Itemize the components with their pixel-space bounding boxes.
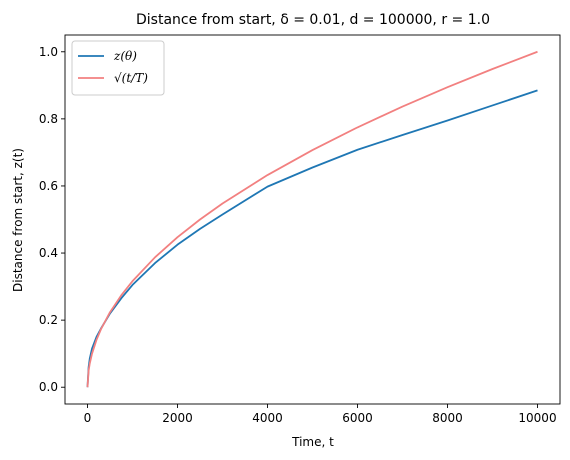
y-tick-label: 0.6 bbox=[39, 179, 58, 193]
x-axis-label: Time, t bbox=[291, 435, 334, 449]
x-tick-label: 2000 bbox=[162, 411, 193, 425]
y-axis-label: Distance from start, z(t) bbox=[11, 148, 25, 292]
chart-title: Distance from start, δ = 0.01, d = 10000… bbox=[136, 12, 490, 28]
x-tick-label: 0 bbox=[84, 411, 92, 425]
series-line-0 bbox=[86, 89, 538, 388]
legend-label-0: z(θ) bbox=[113, 49, 137, 63]
x-tick-label: 8000 bbox=[432, 411, 463, 425]
x-tick-label: 6000 bbox=[342, 411, 373, 425]
legend-label-1: √(t/T) bbox=[114, 71, 148, 85]
y-tick-label: 0.2 bbox=[39, 313, 58, 327]
x-tick-label: 4000 bbox=[252, 411, 283, 425]
x-tick-label: 10000 bbox=[518, 411, 556, 425]
y-axis-ticks: 0.0 0.2 0.4 0.6 0.8 1.0 bbox=[39, 45, 65, 394]
y-tick-label: 0.0 bbox=[39, 380, 58, 394]
legend: z(θ) √(t/T) bbox=[71, 40, 165, 96]
legend-box bbox=[71, 40, 165, 96]
y-tick-label: 0.4 bbox=[39, 246, 58, 260]
plot-frame bbox=[64, 34, 561, 405]
y-tick-label: 0.8 bbox=[39, 112, 58, 126]
series-layer bbox=[86, 50, 538, 388]
y-tick-label: 1.0 bbox=[39, 45, 58, 59]
x-axis-ticks: 0 2000 4000 6000 8000 10000 bbox=[84, 404, 557, 425]
plot-area bbox=[65, 35, 560, 404]
series-line-1 bbox=[86, 50, 538, 388]
